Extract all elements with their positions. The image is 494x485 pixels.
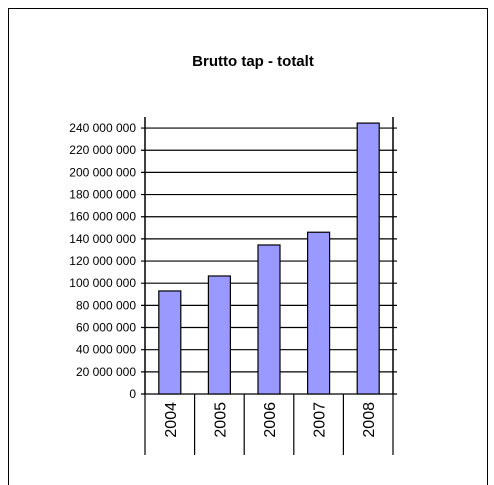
x-tick-label: 2007 <box>312 402 329 438</box>
y-tick-label: 100 000 000 <box>69 276 136 290</box>
bar <box>356 122 380 395</box>
x-tick-label: 2008 <box>361 402 378 438</box>
bar <box>307 231 331 395</box>
y-tick-label: 140 000 000 <box>69 232 136 246</box>
y-tick-label: 160 000 000 <box>69 210 136 224</box>
y-tick-label: 200 000 000 <box>69 165 136 179</box>
bar <box>158 290 182 395</box>
chart-border <box>8 8 488 485</box>
y-tick-label: 40 000 000 <box>76 343 136 357</box>
x-tick-label: 2004 <box>163 402 180 438</box>
x-tick-label: 2005 <box>212 402 229 438</box>
y-tick-label: 20 000 000 <box>76 365 136 379</box>
y-tick-label: 120 000 000 <box>69 254 136 268</box>
bar <box>207 275 231 395</box>
chart-title: Brutto tap - totalt <box>192 53 314 70</box>
y-tick-label: 220 000 000 <box>69 143 136 157</box>
x-tick-label: 2006 <box>262 402 279 438</box>
y-tick-label: 80 000 000 <box>76 298 136 312</box>
y-tick-label: 60 000 000 <box>76 321 136 335</box>
y-tick-label: 0 <box>129 387 136 401</box>
bar <box>257 244 281 395</box>
y-tick-label: 240 000 000 <box>69 121 136 135</box>
y-tick-label: 180 000 000 <box>69 188 136 202</box>
